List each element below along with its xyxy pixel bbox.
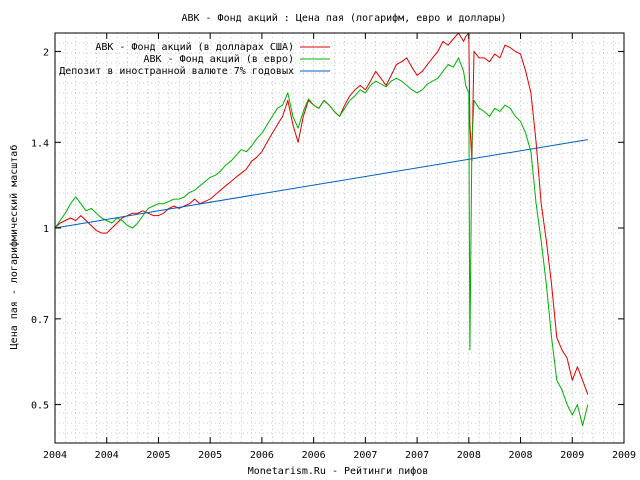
y-tick-label: 2 — [43, 47, 49, 58]
y-tick-label: 0.7 — [31, 315, 49, 326]
x-tick-label: 2009 — [560, 450, 584, 461]
y-tick-label: 0.5 — [31, 401, 49, 412]
y-axis: 0.5 0.7 1 1.4 2 — [31, 47, 624, 412]
x-tick-label: 2005 — [146, 450, 170, 461]
series-line-1 — [54, 32, 589, 395]
x-tick-label: 2007 — [405, 450, 429, 461]
y-tick-label: 1 — [43, 224, 49, 235]
x-tick-label: 2006 — [302, 450, 326, 461]
legend: АВК - Фонд акций (в долларах США)АВК - Ф… — [59, 41, 330, 77]
grid-lines — [55, 33, 624, 443]
x-tick-label: 2004 — [95, 450, 119, 461]
x-tick-label: 2007 — [353, 450, 377, 461]
x-tick-label: 2006 — [250, 450, 274, 461]
plot-frame — [54, 32, 625, 444]
x-axis: 2004 2004 2005 2005 2006 2006 2007 2007 2008 2008… — [43, 33, 636, 461]
y-axis-label: Цена пая - логарифмический масштаб — [8, 145, 20, 350]
y-tick-label: 1.4 — [31, 138, 49, 149]
x-tick-label: 2008 — [508, 450, 532, 461]
legend-label-3: Депозит в иностранной валюте 7% годовых — [59, 65, 294, 77]
chart-title: АВК - Фонд акций : Цена пая (логарифм, е… — [181, 12, 506, 24]
x-tick-label: 2005 — [198, 450, 222, 461]
legend-label-1: АВК - Фонд акций (в долларах США) — [95, 41, 294, 53]
x-tick-label: 2008 — [457, 450, 481, 461]
x-tick-label: 2004 — [43, 450, 67, 461]
x-axis-label: Monetarism.Ru - Рейтинги пифов — [248, 465, 429, 477]
x-tick-label: 2009 — [612, 450, 636, 461]
series-layer — [54, 32, 589, 427]
series-line-2 — [54, 57, 589, 427]
legend-label-2: АВК - Фонд акций (в евро) — [143, 53, 294, 65]
series-line-3 — [54, 139, 588, 229]
